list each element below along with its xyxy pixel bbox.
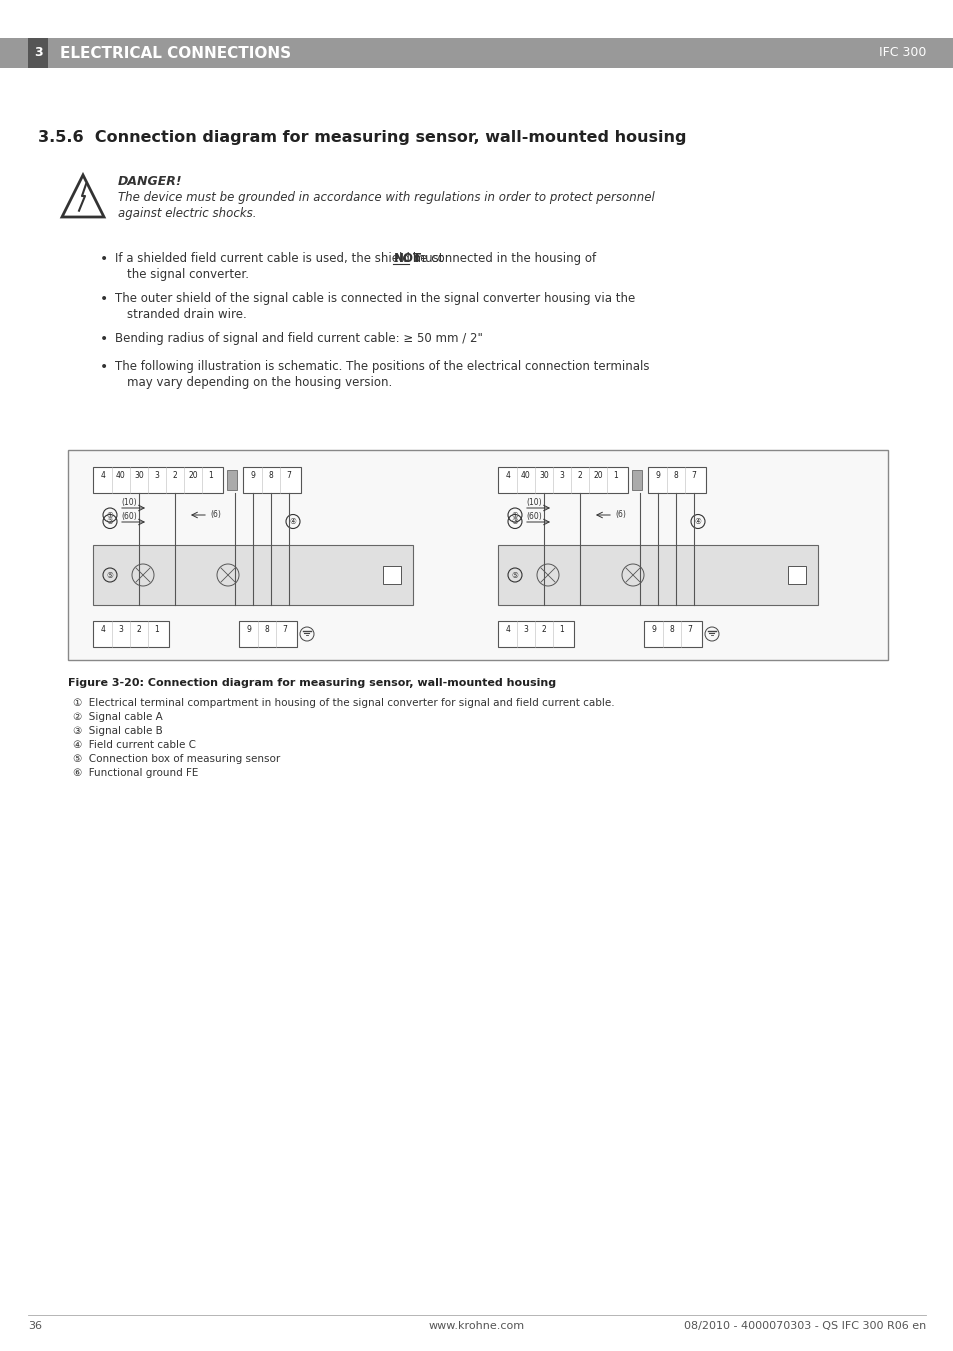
Text: 9: 9 <box>651 626 656 634</box>
Text: 9: 9 <box>251 471 255 480</box>
Text: 20: 20 <box>593 471 602 480</box>
Bar <box>631 470 641 490</box>
Text: ①: ① <box>107 511 113 520</box>
Text: the signal converter.: the signal converter. <box>127 267 249 281</box>
Text: 2: 2 <box>172 471 177 480</box>
Text: 1: 1 <box>154 626 159 634</box>
Text: 4: 4 <box>505 626 510 634</box>
Text: 3.5.6  Connection diagram for measuring sensor, wall-mounted housing: 3.5.6 Connection diagram for measuring s… <box>38 130 686 145</box>
Bar <box>643 621 701 647</box>
Bar <box>68 450 887 661</box>
Text: against electric shocks.: against electric shocks. <box>118 207 256 220</box>
Text: 3: 3 <box>559 471 564 480</box>
Text: •: • <box>100 332 108 346</box>
Bar <box>497 544 817 605</box>
Text: 3: 3 <box>33 46 42 59</box>
Text: The following illustration is schematic. The positions of the electrical connect: The following illustration is schematic.… <box>115 359 649 373</box>
Text: 7: 7 <box>691 471 696 480</box>
Text: ②: ② <box>107 517 113 526</box>
Text: •: • <box>100 253 108 266</box>
Bar <box>28 38 48 68</box>
Text: ④: ④ <box>694 517 700 526</box>
Text: ⑤: ⑤ <box>511 570 517 580</box>
Text: 4: 4 <box>505 471 510 480</box>
Text: 3: 3 <box>118 626 123 634</box>
Text: •: • <box>100 292 108 305</box>
Text: 20: 20 <box>188 471 197 480</box>
Text: ①  Electrical terminal compartment in housing of the signal converter for signal: ① Electrical terminal compartment in hou… <box>73 698 614 708</box>
Bar <box>0 38 953 68</box>
Text: be connected in the housing of: be connected in the housing of <box>409 253 596 265</box>
Text: NOT: NOT <box>393 253 421 265</box>
Text: 1: 1 <box>613 471 618 480</box>
Text: 2: 2 <box>577 471 581 480</box>
Text: 8: 8 <box>264 626 269 634</box>
Text: ⑤: ⑤ <box>107 570 113 580</box>
Text: 9: 9 <box>246 626 252 634</box>
Text: The device must be grounded in accordance with regulations in order to protect p: The device must be grounded in accordanc… <box>118 190 654 204</box>
Bar <box>227 470 236 490</box>
Text: 4: 4 <box>100 626 106 634</box>
Text: Figure 3-20: Connection diagram for measuring sensor, wall-mounted housing: Figure 3-20: Connection diagram for meas… <box>68 678 556 688</box>
Bar <box>92 621 169 647</box>
Text: 1: 1 <box>559 626 564 634</box>
Text: 8: 8 <box>269 471 274 480</box>
Bar <box>497 467 627 493</box>
Text: ④: ④ <box>290 517 296 526</box>
Text: 36: 36 <box>28 1321 42 1331</box>
Text: (10): (10) <box>525 499 541 507</box>
Bar <box>92 467 223 493</box>
Text: (60): (60) <box>121 512 136 521</box>
Text: ⑤  Connection box of measuring sensor: ⑤ Connection box of measuring sensor <box>73 754 280 765</box>
Text: 1: 1 <box>209 471 213 480</box>
Text: 30: 30 <box>134 471 144 480</box>
Text: Bending radius of signal and field current cable: ≥ 50 mm / 2": Bending radius of signal and field curre… <box>115 332 482 345</box>
Bar <box>243 467 301 493</box>
Text: 4: 4 <box>100 471 106 480</box>
Text: The outer shield of the signal cable is connected in the signal converter housin: The outer shield of the signal cable is … <box>115 292 635 305</box>
Text: 2: 2 <box>541 626 546 634</box>
Text: ①: ① <box>511 511 517 520</box>
Text: •: • <box>100 359 108 374</box>
Text: may vary depending on the housing version.: may vary depending on the housing versio… <box>127 376 392 389</box>
Text: (6): (6) <box>615 511 625 520</box>
Text: 08/2010 - 4000070303 - QS IFC 300 R06 en: 08/2010 - 4000070303 - QS IFC 300 R06 en <box>683 1321 925 1331</box>
Text: 3: 3 <box>154 471 159 480</box>
Text: 3: 3 <box>523 626 528 634</box>
Text: If a shielded field current cable is used, the shield must: If a shielded field current cable is use… <box>115 253 447 265</box>
Text: 2: 2 <box>136 626 141 634</box>
Text: (10): (10) <box>121 499 136 507</box>
Bar <box>497 621 574 647</box>
Text: 7: 7 <box>282 626 287 634</box>
Text: ④  Field current cable C: ④ Field current cable C <box>73 740 195 750</box>
Text: www.krohne.com: www.krohne.com <box>429 1321 524 1331</box>
Text: ③: ③ <box>511 517 517 526</box>
Bar <box>92 544 413 605</box>
Bar <box>382 566 400 584</box>
Bar <box>239 621 296 647</box>
Text: ELECTRICAL CONNECTIONS: ELECTRICAL CONNECTIONS <box>60 46 291 61</box>
Bar <box>787 566 805 584</box>
Text: 8: 8 <box>673 471 678 480</box>
Text: ③  Signal cable B: ③ Signal cable B <box>73 725 163 736</box>
Text: ⑥  Functional ground FE: ⑥ Functional ground FE <box>73 767 198 778</box>
Bar <box>647 467 705 493</box>
Text: DANGER!: DANGER! <box>118 176 182 188</box>
Text: (60): (60) <box>525 512 541 521</box>
Text: ②  Signal cable A: ② Signal cable A <box>73 712 163 721</box>
Text: 7: 7 <box>687 626 692 634</box>
Text: 30: 30 <box>538 471 548 480</box>
Text: 7: 7 <box>286 471 291 480</box>
Text: 40: 40 <box>520 471 530 480</box>
Text: 8: 8 <box>669 626 674 634</box>
Text: 40: 40 <box>116 471 126 480</box>
Text: 9: 9 <box>655 471 659 480</box>
Text: IFC 300: IFC 300 <box>878 46 925 59</box>
Text: (6): (6) <box>210 511 221 520</box>
Text: stranded drain wire.: stranded drain wire. <box>127 308 247 322</box>
